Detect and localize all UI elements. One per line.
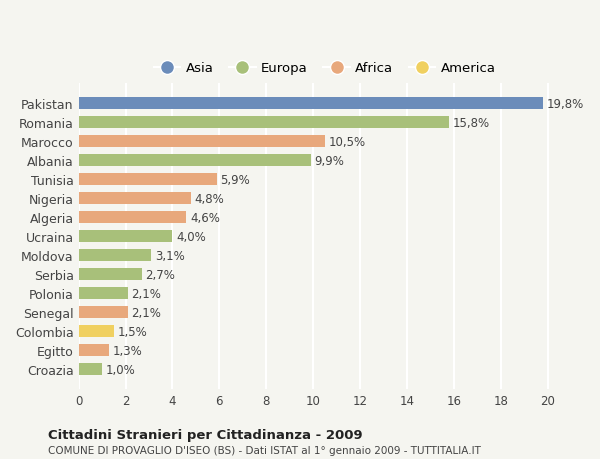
Text: 2,1%: 2,1% — [131, 306, 161, 319]
Text: 4,6%: 4,6% — [190, 211, 220, 224]
Text: 2,7%: 2,7% — [145, 268, 175, 281]
Bar — [79, 307, 128, 319]
Legend: Asia, Europa, Africa, America: Asia, Europa, Africa, America — [149, 57, 501, 80]
Bar — [79, 269, 142, 281]
Bar — [79, 212, 187, 224]
Bar — [79, 250, 151, 262]
Bar — [79, 287, 128, 300]
Text: 2,1%: 2,1% — [131, 287, 161, 300]
Bar — [79, 98, 543, 110]
Bar — [79, 325, 114, 338]
Text: 1,5%: 1,5% — [117, 325, 147, 338]
Bar — [79, 155, 311, 167]
Bar — [79, 136, 325, 148]
Text: 4,8%: 4,8% — [194, 192, 224, 205]
Bar — [79, 230, 172, 243]
Bar — [79, 117, 449, 129]
Text: 15,8%: 15,8% — [452, 117, 490, 129]
Text: 3,1%: 3,1% — [155, 249, 185, 262]
Bar — [79, 344, 109, 357]
Text: COMUNE DI PROVAGLIO D'ISEO (BS) - Dati ISTAT al 1° gennaio 2009 - TUTTITALIA.IT: COMUNE DI PROVAGLIO D'ISEO (BS) - Dati I… — [48, 446, 481, 455]
Text: 1,0%: 1,0% — [106, 363, 136, 376]
Bar — [79, 193, 191, 205]
Text: 9,9%: 9,9% — [314, 154, 344, 168]
Text: 19,8%: 19,8% — [547, 98, 584, 111]
Text: Cittadini Stranieri per Cittadinanza - 2009: Cittadini Stranieri per Cittadinanza - 2… — [48, 428, 362, 442]
Text: 10,5%: 10,5% — [328, 135, 365, 148]
Text: 1,3%: 1,3% — [113, 344, 142, 357]
Bar — [79, 363, 102, 375]
Bar — [79, 174, 217, 186]
Text: 4,0%: 4,0% — [176, 230, 206, 243]
Text: 5,9%: 5,9% — [220, 174, 250, 186]
